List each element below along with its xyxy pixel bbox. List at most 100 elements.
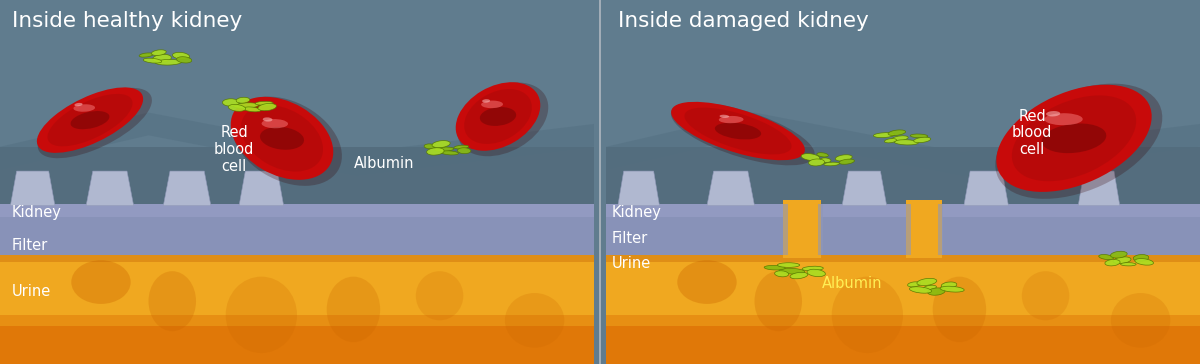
Ellipse shape xyxy=(457,83,548,156)
Ellipse shape xyxy=(806,269,826,277)
Ellipse shape xyxy=(778,263,799,268)
Ellipse shape xyxy=(151,50,167,55)
Polygon shape xyxy=(606,112,1200,175)
Ellipse shape xyxy=(481,100,503,108)
Ellipse shape xyxy=(1133,254,1148,261)
Bar xyxy=(0,315,594,337)
Ellipse shape xyxy=(894,140,918,145)
Ellipse shape xyxy=(1121,263,1136,266)
Ellipse shape xyxy=(671,103,815,165)
Polygon shape xyxy=(964,171,1008,206)
Ellipse shape xyxy=(258,103,276,111)
Ellipse shape xyxy=(176,57,192,63)
Bar xyxy=(0,204,594,217)
Ellipse shape xyxy=(228,104,246,111)
Polygon shape xyxy=(618,171,660,206)
Ellipse shape xyxy=(719,116,744,123)
Bar xyxy=(782,204,787,255)
Text: Albumin: Albumin xyxy=(822,276,882,292)
Bar xyxy=(606,315,1200,337)
Ellipse shape xyxy=(442,151,458,155)
Ellipse shape xyxy=(924,285,936,290)
Polygon shape xyxy=(11,171,55,206)
Ellipse shape xyxy=(155,59,181,65)
Text: Albumin: Albumin xyxy=(354,156,414,171)
Bar xyxy=(0,0,594,204)
Ellipse shape xyxy=(427,148,444,155)
Polygon shape xyxy=(0,112,594,175)
Ellipse shape xyxy=(802,266,823,271)
Text: Kidney: Kidney xyxy=(12,205,62,221)
Ellipse shape xyxy=(1111,293,1170,348)
Ellipse shape xyxy=(73,104,95,112)
Ellipse shape xyxy=(1112,257,1132,264)
Ellipse shape xyxy=(1012,95,1136,181)
Ellipse shape xyxy=(260,127,304,150)
Ellipse shape xyxy=(824,162,840,166)
Ellipse shape xyxy=(173,52,190,59)
Ellipse shape xyxy=(48,94,132,146)
Ellipse shape xyxy=(37,87,143,153)
Bar xyxy=(606,204,1200,255)
Ellipse shape xyxy=(928,288,946,295)
Ellipse shape xyxy=(764,265,785,270)
Ellipse shape xyxy=(152,54,172,62)
Ellipse shape xyxy=(911,134,928,138)
Bar xyxy=(606,204,1200,217)
Ellipse shape xyxy=(1135,258,1153,265)
Ellipse shape xyxy=(1105,260,1120,266)
Ellipse shape xyxy=(888,130,906,135)
Text: Red
blood
cell: Red blood cell xyxy=(214,125,254,174)
Ellipse shape xyxy=(262,119,288,128)
Ellipse shape xyxy=(464,89,532,144)
Ellipse shape xyxy=(222,99,239,106)
Ellipse shape xyxy=(37,88,152,158)
Bar xyxy=(0,255,594,331)
Ellipse shape xyxy=(802,154,820,161)
Ellipse shape xyxy=(74,103,83,106)
Ellipse shape xyxy=(835,155,852,161)
Ellipse shape xyxy=(684,108,792,154)
Bar xyxy=(906,204,911,255)
Ellipse shape xyxy=(1046,111,1060,116)
Ellipse shape xyxy=(995,84,1163,199)
Ellipse shape xyxy=(932,277,986,342)
Polygon shape xyxy=(239,171,283,206)
Ellipse shape xyxy=(480,107,516,126)
Text: Filter: Filter xyxy=(612,231,648,246)
Bar xyxy=(606,326,1200,364)
Ellipse shape xyxy=(1022,271,1069,320)
Polygon shape xyxy=(842,171,887,206)
Ellipse shape xyxy=(232,96,342,186)
Ellipse shape xyxy=(913,137,931,143)
Ellipse shape xyxy=(790,272,808,279)
Ellipse shape xyxy=(149,271,196,331)
Ellipse shape xyxy=(779,268,805,274)
Ellipse shape xyxy=(821,158,830,162)
Ellipse shape xyxy=(809,159,824,166)
Ellipse shape xyxy=(505,293,564,348)
Ellipse shape xyxy=(874,132,895,138)
Text: Kidney: Kidney xyxy=(612,205,662,221)
Ellipse shape xyxy=(434,147,454,151)
Polygon shape xyxy=(86,171,133,206)
Bar xyxy=(782,200,821,258)
Ellipse shape xyxy=(884,139,896,143)
Text: Urine: Urine xyxy=(12,284,52,299)
Ellipse shape xyxy=(241,105,323,171)
Text: Inside healthy kidney: Inside healthy kidney xyxy=(12,11,242,31)
Ellipse shape xyxy=(917,278,937,285)
Ellipse shape xyxy=(143,58,162,63)
Ellipse shape xyxy=(415,271,463,320)
Ellipse shape xyxy=(457,148,470,154)
Ellipse shape xyxy=(256,101,274,105)
Ellipse shape xyxy=(226,277,298,353)
Text: Filter: Filter xyxy=(12,238,48,253)
Ellipse shape xyxy=(1110,251,1127,258)
Ellipse shape xyxy=(1044,113,1082,125)
Text: Red
blood
cell: Red blood cell xyxy=(1012,108,1052,157)
Ellipse shape xyxy=(482,99,490,103)
Ellipse shape xyxy=(910,287,931,293)
Bar xyxy=(0,326,594,364)
Ellipse shape xyxy=(671,102,805,160)
